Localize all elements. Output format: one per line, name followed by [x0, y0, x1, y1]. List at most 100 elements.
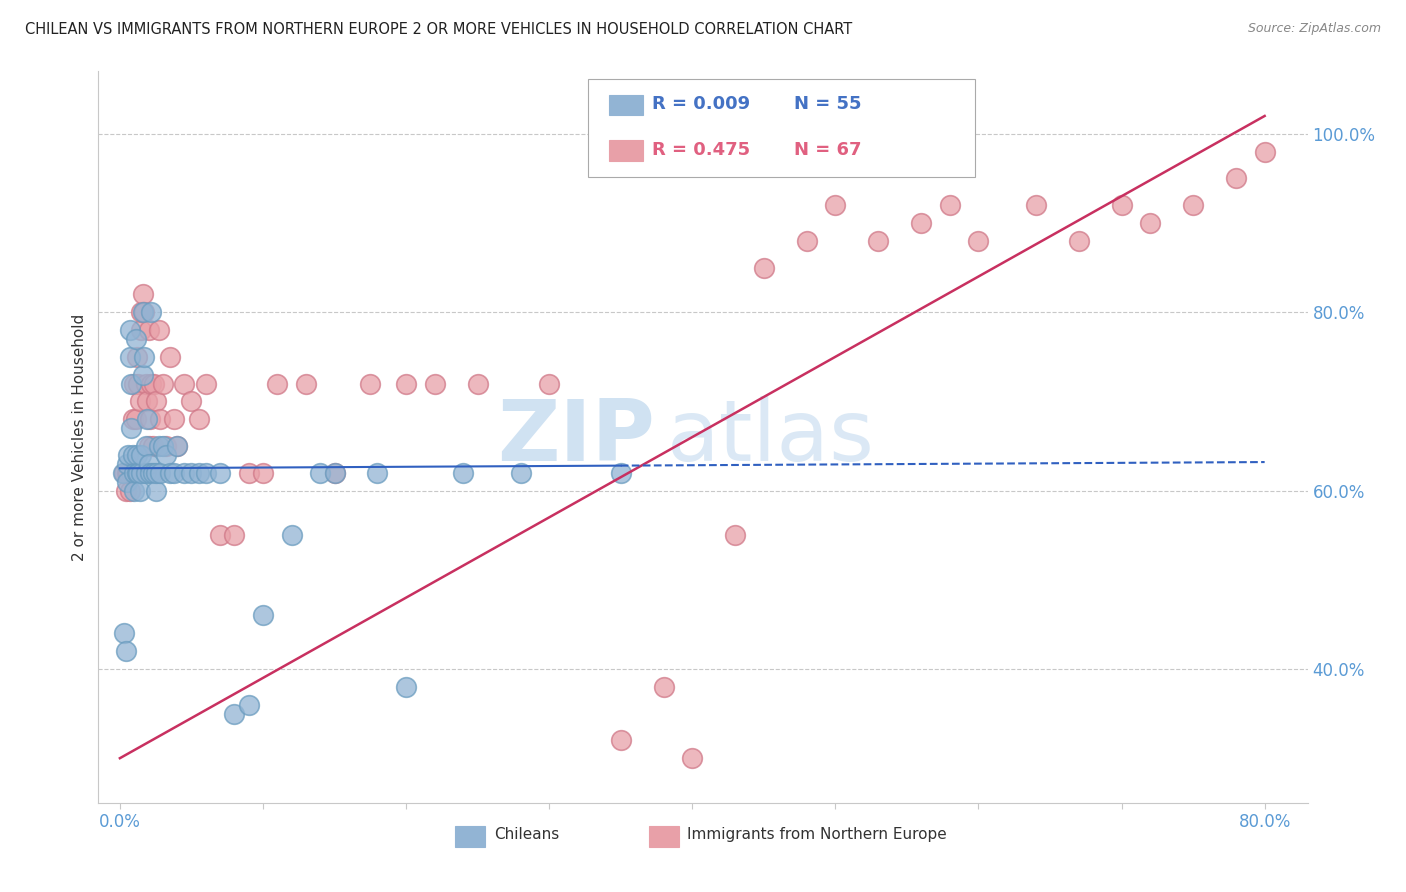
Point: [135, 466, 157, 480]
Point: [224, 706, 246, 721]
Point: [209, 466, 232, 480]
Point: [112, 466, 135, 480]
Point: [159, 350, 181, 364]
Point: [423, 376, 446, 391]
Point: [136, 394, 159, 409]
Bar: [648, 826, 679, 847]
Point: [121, 448, 143, 462]
Point: [141, 376, 163, 391]
Point: [115, 457, 138, 471]
Point: [122, 466, 145, 480]
Point: [681, 751, 703, 765]
Point: [127, 466, 149, 480]
Point: [131, 448, 153, 462]
Point: [309, 466, 332, 480]
Point: [117, 466, 139, 480]
Point: [117, 448, 139, 462]
Point: [180, 394, 202, 409]
Text: ZIP: ZIP: [496, 395, 655, 479]
Point: [145, 483, 167, 498]
Point: [118, 350, 141, 364]
Point: [1111, 198, 1133, 212]
Point: [467, 376, 489, 391]
Point: [180, 466, 202, 480]
Point: [159, 466, 181, 480]
Point: [323, 466, 346, 480]
Text: R = 0.009: R = 0.009: [652, 95, 751, 112]
Point: [134, 305, 156, 319]
Text: Immigrants from Northern Europe: Immigrants from Northern Europe: [688, 827, 948, 842]
Point: [131, 466, 153, 480]
Point: [131, 305, 153, 319]
Point: [652, 680, 675, 694]
Bar: [609, 140, 643, 161]
Y-axis label: 2 or more Vehicles in Household: 2 or more Vehicles in Household: [72, 313, 87, 561]
Point: [967, 234, 990, 248]
Point: [145, 466, 167, 480]
Point: [194, 466, 217, 480]
Point: [111, 466, 134, 480]
Text: R = 0.475: R = 0.475: [652, 141, 751, 159]
Point: [143, 376, 166, 391]
Point: [1067, 234, 1090, 248]
Point: [149, 466, 172, 480]
Point: [142, 439, 165, 453]
Point: [1139, 216, 1161, 230]
Point: [1253, 145, 1275, 159]
Point: [121, 412, 143, 426]
FancyBboxPatch shape: [588, 78, 976, 178]
Point: [824, 198, 846, 212]
Text: CHILEAN VS IMMIGRANTS FROM NORTHERN EUROPE 2 OR MORE VEHICLES IN HOUSEHOLD CORRE: CHILEAN VS IMMIGRANTS FROM NORTHERN EURO…: [25, 22, 852, 37]
Point: [724, 528, 747, 542]
Point: [939, 198, 962, 212]
Point: [115, 466, 138, 480]
Point: [395, 376, 418, 391]
Point: [148, 439, 170, 453]
Text: N = 55: N = 55: [793, 95, 862, 112]
Point: [135, 376, 157, 391]
Point: [114, 644, 136, 658]
Point: [132, 368, 155, 382]
Point: [155, 448, 177, 462]
Point: [112, 626, 135, 640]
Point: [129, 394, 152, 409]
Point: [1225, 171, 1247, 186]
Point: [138, 457, 160, 471]
Point: [148, 323, 170, 337]
Point: [118, 323, 141, 337]
Point: [118, 483, 141, 498]
Point: [129, 483, 152, 498]
Point: [124, 412, 146, 426]
Point: [139, 466, 162, 480]
Point: [163, 412, 186, 426]
Point: [173, 466, 195, 480]
Point: [120, 466, 142, 480]
Point: [163, 466, 186, 480]
Point: [125, 350, 148, 364]
Point: [132, 287, 155, 301]
Point: [209, 528, 232, 542]
Point: [609, 733, 631, 747]
Point: [359, 376, 381, 391]
Point: [509, 466, 531, 480]
Point: [138, 323, 160, 337]
Point: [152, 439, 174, 453]
Point: [238, 698, 260, 712]
Point: [122, 466, 145, 480]
Point: [910, 216, 932, 230]
Point: [131, 323, 153, 337]
Point: [224, 528, 246, 542]
Point: [295, 376, 318, 391]
Point: [173, 376, 195, 391]
Point: [187, 466, 209, 480]
Point: [135, 439, 157, 453]
Point: [127, 376, 149, 391]
Point: [114, 483, 136, 498]
Point: [120, 421, 142, 435]
Point: [868, 234, 890, 248]
Point: [142, 466, 165, 480]
Point: [266, 376, 288, 391]
Point: [152, 376, 174, 391]
Point: [145, 394, 167, 409]
Point: [453, 466, 475, 480]
